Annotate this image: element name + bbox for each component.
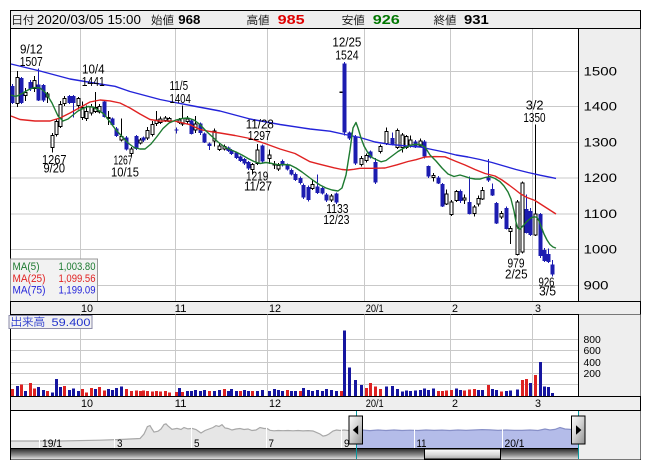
svg-text:1297: 1297	[248, 128, 271, 143]
svg-text:20/1: 20/1	[366, 303, 384, 315]
svg-text:2/25: 2/25	[505, 267, 528, 282]
svg-text:9/20: 9/20	[44, 161, 66, 176]
svg-text:200: 200	[584, 369, 602, 380]
svg-text:3: 3	[535, 398, 541, 410]
svg-text:11/5: 11/5	[170, 78, 189, 93]
svg-text:926: 926	[539, 274, 555, 289]
svg-text:1,099.56: 1,099.56	[59, 273, 96, 285]
svg-text:3/5: 3/5	[539, 284, 556, 299]
svg-text:9/12: 9/12	[20, 42, 43, 57]
svg-text:3/2: 3/2	[526, 98, 544, 113]
svg-text:2: 2	[452, 398, 458, 410]
svg-text:968: 968	[178, 13, 200, 27]
svg-text:3: 3	[117, 438, 123, 450]
svg-text:1524: 1524	[335, 47, 358, 62]
svg-text:MA(75): MA(75)	[13, 285, 46, 297]
svg-text:1000: 1000	[584, 243, 618, 257]
svg-text:12: 12	[269, 303, 281, 315]
svg-text:1133: 1133	[326, 201, 348, 216]
svg-text:11: 11	[417, 438, 427, 450]
svg-text:1219: 1219	[246, 169, 268, 184]
svg-text:1350: 1350	[523, 110, 545, 125]
svg-text:600: 600	[584, 346, 602, 357]
svg-text:2020/03/05 15:00: 2020/03/05 15:00	[37, 13, 141, 27]
svg-text:12: 12	[269, 398, 281, 410]
svg-text:1267: 1267	[42, 152, 67, 167]
svg-text:931: 931	[464, 13, 489, 27]
svg-text:5: 5	[194, 438, 200, 450]
svg-text:1200: 1200	[584, 171, 618, 185]
svg-text:7: 7	[269, 438, 275, 450]
svg-text:9: 9	[344, 438, 350, 450]
svg-text:400: 400	[584, 358, 602, 369]
svg-text:1300: 1300	[584, 136, 618, 150]
svg-text:1100: 1100	[584, 207, 618, 221]
svg-text:1400: 1400	[584, 100, 618, 114]
svg-text:926: 926	[373, 13, 400, 27]
svg-text:59.400: 59.400	[52, 317, 91, 329]
svg-text:1500: 1500	[584, 65, 618, 79]
svg-text:10: 10	[81, 303, 93, 315]
svg-text:20/1: 20/1	[505, 438, 525, 450]
svg-text:1404: 1404	[170, 91, 191, 106]
svg-text:2: 2	[452, 303, 458, 315]
svg-text:MA(5): MA(5)	[13, 261, 40, 273]
svg-text:1507: 1507	[20, 54, 43, 69]
svg-text:985: 985	[278, 13, 305, 27]
svg-text:800: 800	[584, 335, 602, 346]
svg-text:12/25: 12/25	[332, 35, 361, 50]
svg-text:1,199.09: 1,199.09	[59, 285, 96, 297]
svg-text:900: 900	[584, 279, 609, 293]
svg-text:11: 11	[175, 398, 187, 410]
svg-text:1,003.80: 1,003.80	[59, 261, 96, 273]
svg-text:11/27: 11/27	[244, 178, 272, 193]
svg-text:19/1: 19/1	[42, 438, 62, 450]
svg-text:979: 979	[508, 255, 525, 270]
svg-text:MA(25): MA(25)	[13, 273, 46, 285]
svg-text:1267: 1267	[114, 153, 133, 168]
svg-text:12/23: 12/23	[323, 212, 349, 227]
svg-text:20/1: 20/1	[366, 398, 384, 410]
svg-text:11: 11	[175, 303, 187, 315]
svg-text:3: 3	[535, 303, 541, 315]
svg-text:11/28: 11/28	[246, 116, 274, 131]
svg-text:10/15: 10/15	[111, 165, 139, 180]
svg-text:1441: 1441	[82, 74, 105, 89]
svg-text:10: 10	[81, 398, 93, 410]
svg-text:10/4: 10/4	[82, 62, 105, 77]
